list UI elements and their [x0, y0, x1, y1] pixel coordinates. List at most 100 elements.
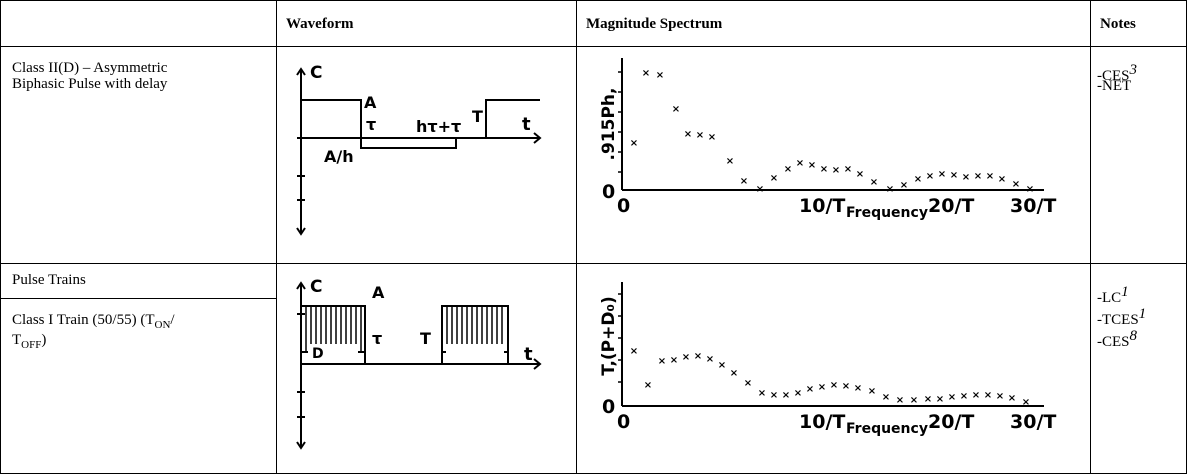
row2-spectrum-point: × [896, 395, 904, 406]
row1-waveform-label-a: A [364, 93, 377, 112]
row2-spectrum-point: × [948, 392, 956, 403]
row2-spectrum-point: × [658, 356, 666, 367]
row2-section-label: Pulse Trains [12, 272, 86, 288]
row2-spectrum-point: × [718, 360, 726, 371]
row1-spectrum-point: × [726, 156, 734, 167]
row1-spectrum-point: × [784, 164, 792, 175]
row2-spectrum-point: × [910, 395, 918, 406]
row2-spectrum-point: × [830, 380, 838, 391]
row2-spectrum-point: × [996, 391, 1004, 402]
row2-spectrum-point: × [682, 352, 690, 363]
header-notes: Notes [1100, 16, 1136, 32]
row1-name-line2: Biphasic Pulse with delay [12, 76, 168, 92]
row2-spectrum-point: × [744, 378, 752, 389]
row1-spectrum-point: × [1026, 184, 1034, 195]
row2-spectrum-point: × [1022, 397, 1030, 408]
row1-spectrum-point: × [962, 172, 970, 183]
row2-spectrum-point: × [818, 382, 826, 393]
row1-spectrum-point: × [886, 184, 894, 195]
row2-spectrum-point: × [842, 381, 850, 392]
table-border-header-bottom [0, 46, 1187, 47]
row2-spectrum-point: × [694, 351, 702, 362]
row1-spectrum-point: × [740, 176, 748, 187]
row2-spectrum-point: × [868, 386, 876, 397]
row2-spectrum-point: × [630, 346, 638, 357]
row2-note-3: -CES8 [1097, 328, 1138, 350]
row2-spectrum-point: × [882, 392, 890, 403]
row2-name: Class I Train (50/55) (TON/ [12, 312, 175, 331]
row1-spectrum-y-label: .915Ph, [599, 88, 619, 161]
row1-spectrum-point: × [870, 177, 878, 188]
row1-spectrum-point: × [642, 68, 650, 79]
row1-spectrum-plot: .915Ph, 0 0 10/T Frequency 20/T 30/T × ×… [599, 58, 1056, 221]
row2-spectrum-point: × [984, 390, 992, 401]
row1-spectrum-point: × [938, 169, 946, 180]
row2-spectrum-origin-x: 0 [617, 411, 630, 433]
row1-spectrum-point: × [856, 169, 864, 180]
row1-spectrum-point: × [656, 70, 664, 81]
table-border-row1-bottom [0, 263, 1187, 264]
row2-spectrum-point: × [854, 383, 862, 394]
row2-spectrum-point: × [806, 384, 814, 395]
row2-waveform-diagram: C A D τ T t [296, 277, 542, 450]
row1-spectrum-point: × [756, 184, 764, 195]
row1-spectrum-point: × [672, 104, 680, 115]
row1-note-2: -NET [1097, 78, 1132, 94]
row2-spectrum-x-title: Frequency [846, 421, 928, 437]
row2-note-2: -TCES1 [1097, 306, 1147, 328]
row1-spectrum-point: × [796, 158, 804, 169]
row1-spectrum-point: × [900, 180, 908, 191]
row1-spectrum-origin-y: 0 [602, 181, 615, 203]
row2-spectrum-point: × [670, 355, 678, 366]
header-waveform: Waveform [286, 16, 354, 32]
row2-spectrum-plot: T,(P+D₀) 0 0 10/T Frequency 20/T 30/T × … [599, 282, 1056, 437]
row1-spectrum-point: × [986, 171, 994, 182]
row1-spectrum-point: × [998, 174, 1006, 185]
row1-waveform-label-tau: τ [366, 115, 376, 134]
row1-waveform-label-a-over-h: A/h [324, 147, 354, 166]
row1-spectrum-point: × [820, 164, 828, 175]
row1-waveform-label-c: C [310, 63, 322, 83]
row2-spectrum-point: × [960, 391, 968, 402]
row2-spectrum-y-label: T,(P+D₀) [599, 296, 619, 375]
row2-waveform-label-a: A [372, 283, 385, 302]
row1-spectrum-point: × [684, 129, 692, 140]
row2-spectrum-point: × [758, 388, 766, 399]
row1-spectrum-origin-x: 0 [617, 195, 630, 217]
row1-spectrum-point: × [914, 174, 922, 185]
row1-spectrum-point: × [832, 165, 840, 176]
row1-spectrum-point: × [1012, 179, 1020, 190]
table-border-left [0, 0, 1, 474]
row2-waveform-label-tau: τ [372, 329, 382, 348]
row2-waveform-label-t-period: T [420, 329, 431, 348]
row1-spectrum-point: × [844, 164, 852, 175]
row1-spectrum-point: × [770, 173, 778, 184]
row1-spectrum-point: × [950, 170, 958, 181]
row1-spectrum-point: × [808, 160, 816, 171]
row1-spectrum-tick-20t: 20/T [928, 195, 974, 217]
row1-waveform-label-t-axis: t [522, 114, 531, 135]
table-border-top [0, 0, 1187, 1]
row1-spectrum-point: × [708, 132, 716, 143]
row2-spectrum-point: × [794, 388, 802, 399]
row1-waveform-label-htau: hτ+τ [416, 117, 461, 136]
row1-waveform-diagram: C A τ hτ+τ T t A/h [296, 63, 542, 236]
row2-spectrum-point: × [782, 390, 790, 401]
row2-waveform-label-t-axis: t [524, 344, 533, 365]
row2-spectrum-tick-10t: 10/T [799, 411, 845, 433]
row1-spectrum-point: × [926, 171, 934, 182]
row2-waveform-label-d: D [312, 346, 324, 362]
row1-spectrum-point: × [630, 138, 638, 149]
header-magnitude-spectrum: Magnitude Spectrum [586, 16, 723, 32]
row2-spectrum-point: × [730, 368, 738, 379]
row1-spectrum-point: × [974, 171, 982, 182]
pulse-trains-divider [0, 298, 276, 299]
row2-name-line2: TOFF) [12, 332, 47, 351]
row2-spectrum-point: × [924, 394, 932, 405]
row2-spectrum-point: × [936, 394, 944, 405]
row2-spectrum-point: × [1008, 393, 1016, 404]
row2-spectrum-tick-20t: 20/T [928, 411, 974, 433]
row2-spectrum-point: × [972, 390, 980, 401]
row2-spectrum-tick-30t: 30/T [1010, 411, 1056, 433]
